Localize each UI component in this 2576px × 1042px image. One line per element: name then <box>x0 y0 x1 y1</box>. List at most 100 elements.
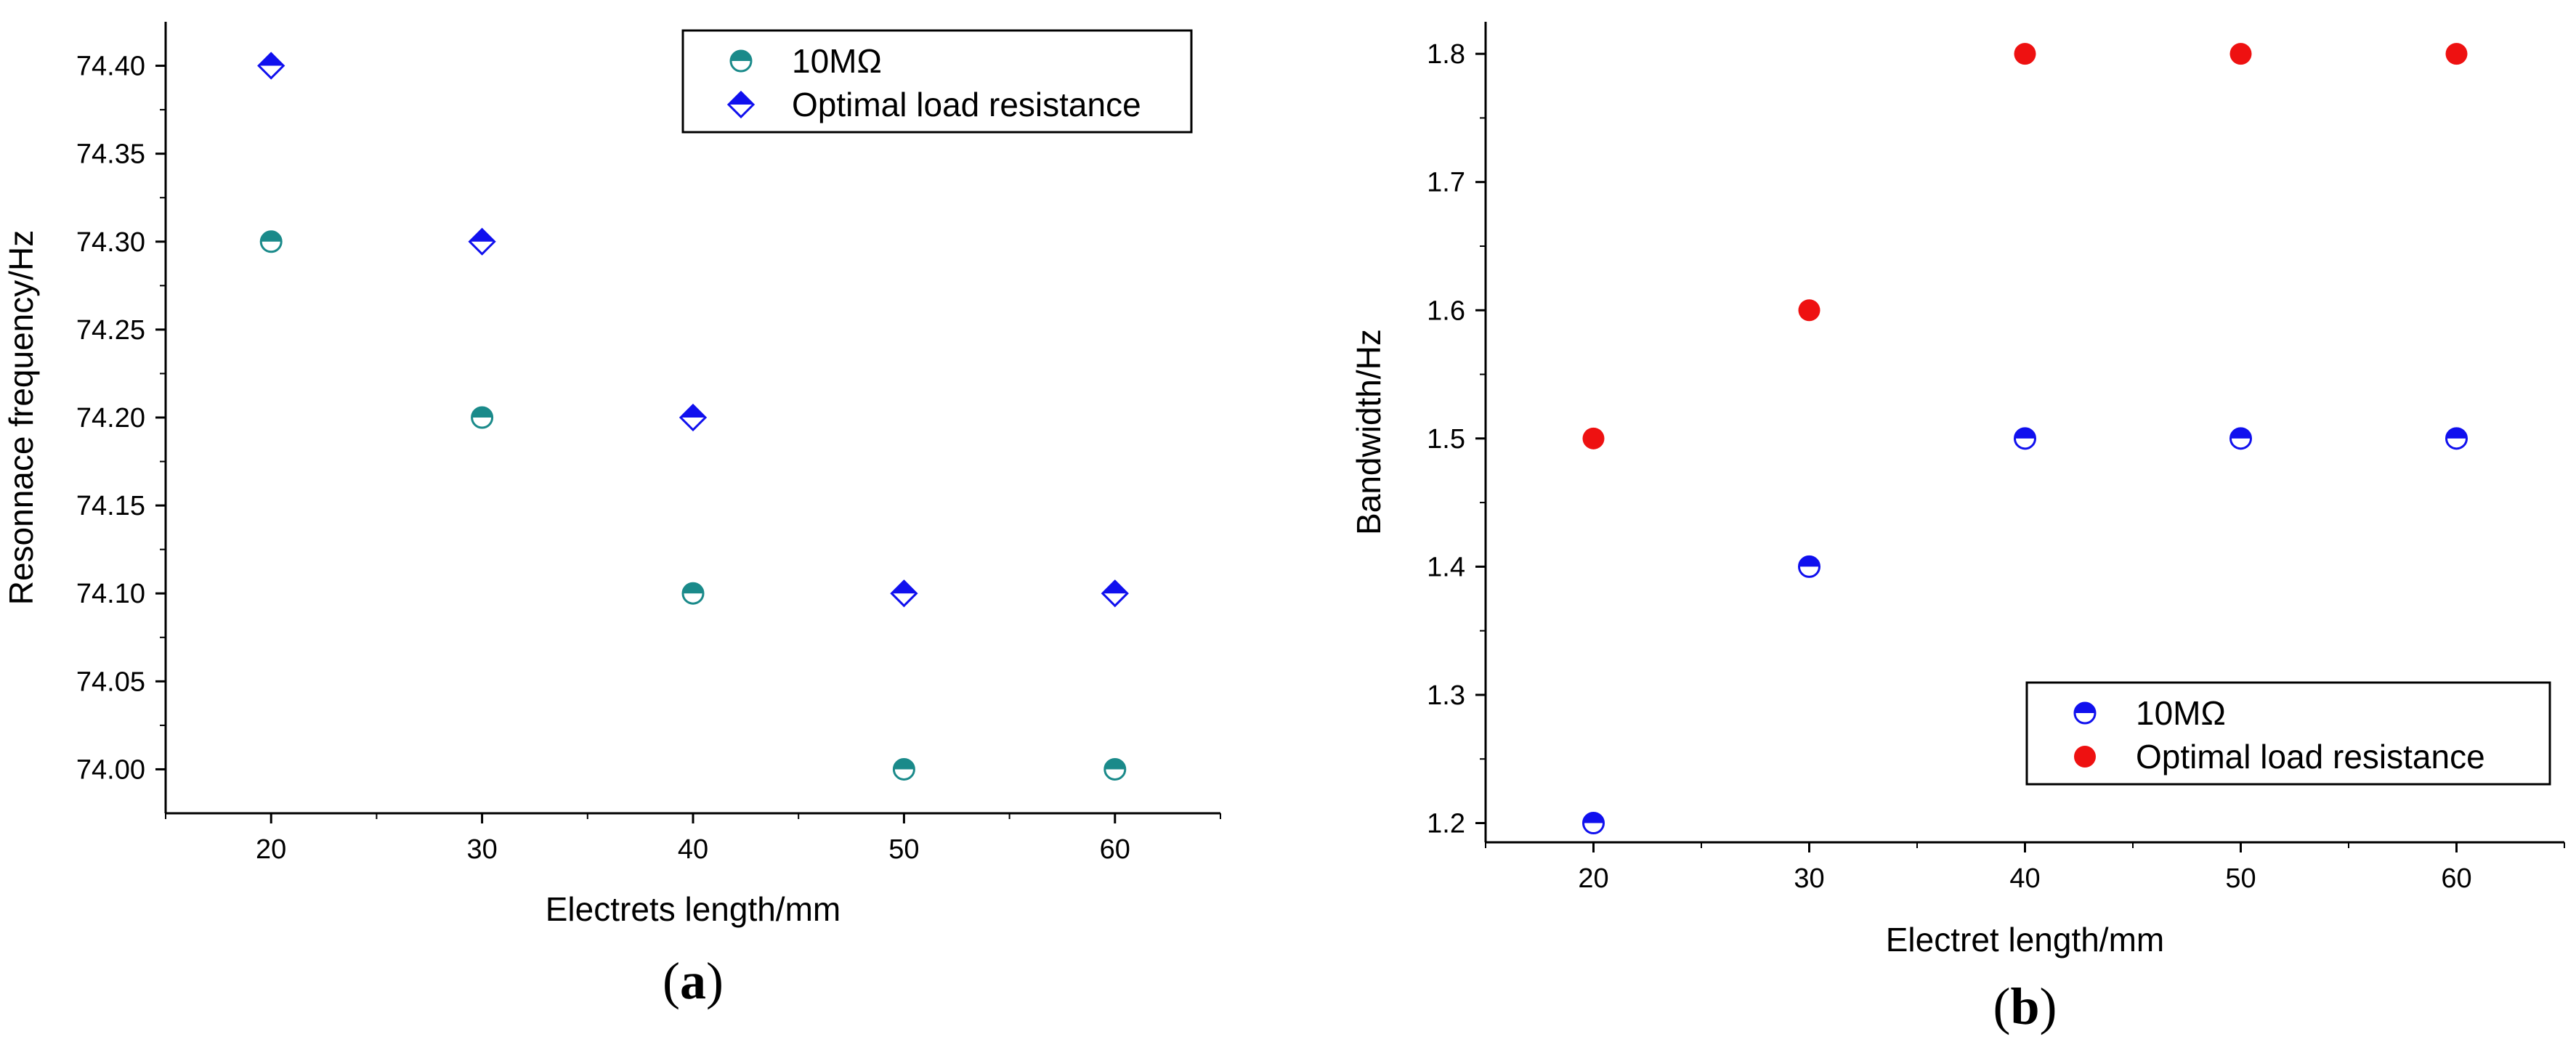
data-point <box>892 757 915 781</box>
data-point <box>471 406 494 429</box>
legend-box <box>2025 681 2551 786</box>
data-point-marker-outline <box>2445 427 2468 450</box>
legend: 10MΩ Optimal load resistance <box>681 29 1193 134</box>
data-point-marker-outline <box>890 579 918 608</box>
legend-marker-outline <box>729 49 753 73</box>
legend-marker-fill <box>2074 746 2096 768</box>
x-axis-title: Electret length/mm <box>1886 921 2164 958</box>
y-tick-label: 1.3 <box>1427 680 1465 711</box>
panel-label: (a) <box>663 952 724 1010</box>
data-point-marker-fill <box>2229 43 2252 65</box>
data-point <box>1582 812 1605 835</box>
data-point-marker-fill <box>1582 427 1605 449</box>
y-tick-label: 1.5 <box>1427 424 1465 455</box>
data-point-marker-top <box>891 581 917 594</box>
data-point-marker-fill <box>2014 43 2036 65</box>
chart-panel-a: 74.00 74.05 74.10 74.15 74.20 74.25 74.30 74.35… <box>2 22 1221 1010</box>
y-tick-label: 74.00 <box>76 754 145 785</box>
data-point-marker-outline <box>2014 427 2036 450</box>
data-point <box>1798 555 1820 578</box>
data-point-marker-outline <box>1798 555 1820 578</box>
data-point <box>257 52 285 80</box>
data-point-marker-outline <box>1582 812 1605 835</box>
data-point-marker-outline <box>468 227 496 256</box>
data-point <box>2229 43 2252 65</box>
legend-entry: Optimal load resistance <box>726 86 1141 123</box>
y-tick-label: 74.35 <box>76 139 145 170</box>
y-tick-label: 1.2 <box>1427 809 1465 839</box>
data-point-marker-fill <box>2445 43 2468 65</box>
y-axis-title: Resonnace frequency/Hz <box>2 230 40 606</box>
y-tick-label: 74.15 <box>76 491 145 521</box>
y-tick-label: 74.20 <box>76 403 145 434</box>
data-point-marker-top <box>1102 581 1127 594</box>
data-point <box>2445 427 2468 450</box>
x-tick-label: 40 <box>2009 863 2040 894</box>
legend-entry: 10MΩ <box>2073 694 2226 732</box>
data-point-marker-top <box>469 229 495 242</box>
x-tick-label: 50 <box>888 834 919 865</box>
data-point-marker-outline <box>259 230 283 253</box>
legend-marker-outline <box>726 90 756 119</box>
y-tick-label: 1.6 <box>1427 296 1465 326</box>
y-tick-label: 74.10 <box>76 579 145 609</box>
data-point <box>679 403 708 432</box>
data-point-marker-fill <box>1798 299 1820 322</box>
y-tick-label: 74.30 <box>76 227 145 258</box>
data-point-marker-outline <box>892 757 915 781</box>
legend-marker-top <box>729 92 753 105</box>
x-tick-label: 60 <box>2441 863 2471 894</box>
data-point <box>259 230 283 253</box>
legend-box <box>681 29 1193 134</box>
data-point <box>1582 427 1605 449</box>
data-point-marker-outline <box>2229 427 2252 450</box>
data-point <box>1798 299 1820 322</box>
legend: 10MΩ Optimal load resistance <box>2025 681 2551 786</box>
legend-entry: Optimal load resistance <box>2074 738 2485 776</box>
y-tick-label: 74.05 <box>76 667 145 697</box>
x-tick-label: 20 <box>256 834 286 865</box>
x-axis-title: Electrets length/mm <box>546 890 841 928</box>
panel-label: (b) <box>1993 977 2057 1035</box>
x-tick-label: 20 <box>1578 863 1608 894</box>
y-tick-label: 1.8 <box>1427 39 1465 70</box>
x-tick-label: 40 <box>678 834 708 865</box>
y-tick-label: 74.40 <box>76 52 145 82</box>
legend-label: Optimal load resistance <box>792 86 1141 123</box>
series-2 <box>1582 43 2468 449</box>
legend-entry: 10MΩ <box>729 42 882 80</box>
legend-label: Optimal load resistance <box>2136 738 2485 776</box>
y-axis-title: Bandwidth/Hz <box>1350 329 1388 535</box>
y-tick-label: 74.25 <box>76 315 145 346</box>
data-point-marker-top <box>259 53 284 66</box>
x-tick-label: 30 <box>466 834 497 865</box>
series-1 <box>1582 427 2468 835</box>
y-tick-label: 1.7 <box>1427 168 1465 198</box>
data-point <box>1101 579 1129 608</box>
data-point-marker-top <box>681 405 705 418</box>
data-point-marker-outline <box>257 52 285 80</box>
data-point-marker-outline <box>681 582 705 605</box>
data-point <box>2229 427 2252 450</box>
data-point <box>2014 427 2036 450</box>
legend-label: 10MΩ <box>2136 694 2226 732</box>
chart-panel-b: 1.2 1.3 1.4 1.5 1.6 1.7 1.8 20 30 40 50 60 Electret … <box>1350 22 2565 1035</box>
y-tick-label: 1.4 <box>1427 552 1465 582</box>
data-point <box>681 582 705 605</box>
data-point-marker-outline <box>1103 757 1127 781</box>
data-point <box>1103 757 1127 781</box>
x-tick-label: 30 <box>1794 863 1824 894</box>
legend-label: 10MΩ <box>792 42 882 80</box>
series-2 <box>257 52 1129 608</box>
data-point <box>468 227 496 256</box>
x-tick-label: 50 <box>2225 863 2256 894</box>
series-1 <box>259 230 1127 781</box>
data-point <box>2445 43 2468 65</box>
data-point <box>890 579 918 608</box>
data-point <box>2014 43 2036 65</box>
data-point-marker-outline <box>1101 579 1129 608</box>
data-point-marker-outline <box>679 403 708 432</box>
x-tick-label: 60 <box>1100 834 1130 865</box>
legend-marker-outline <box>2073 701 2097 725</box>
